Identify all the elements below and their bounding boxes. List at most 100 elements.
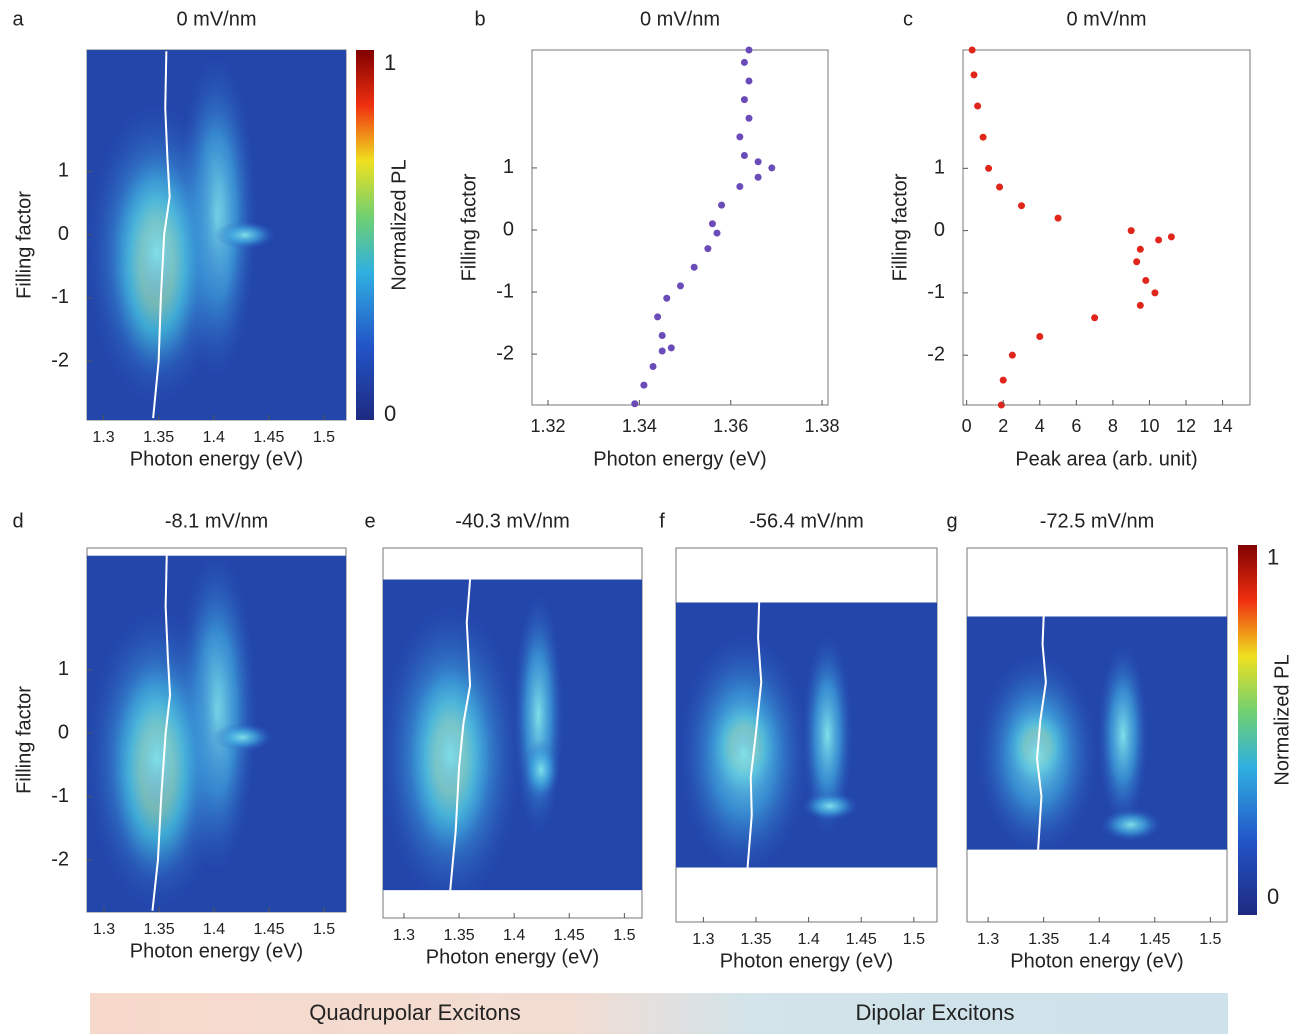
panel-label: b (474, 8, 485, 30)
data-point (1017, 202, 1025, 210)
x-tick-label: 1.4 (203, 921, 225, 938)
x-tick-label: 6 (1071, 416, 1081, 436)
data-point (708, 220, 716, 228)
colorbar (1238, 545, 1257, 915)
x-tick-label: 1.34 (622, 416, 657, 436)
x-tick-label: 8 (1108, 416, 1118, 436)
data-point (968, 46, 976, 54)
x-tick-label: 1.35 (143, 429, 174, 446)
x-tick-label: 1.35 (143, 921, 174, 938)
peak-trace (746, 602, 763, 868)
x-tick-label: 1.36 (713, 416, 748, 436)
data-point (1167, 233, 1175, 241)
data-point (663, 294, 671, 302)
data-point (996, 183, 1004, 191)
data-point (713, 229, 721, 237)
x-tick-label: 1.3 (93, 921, 115, 938)
panel-label: f (659, 510, 665, 532)
x-tick-label: 1.45 (554, 927, 585, 944)
data-point (740, 152, 748, 160)
x-tick-label: 1.38 (805, 416, 840, 436)
x-tick-label: 1.4 (503, 927, 525, 944)
data-point (999, 376, 1007, 384)
intensity-blob (678, 633, 809, 868)
colorbar-tick-label: 1 (1267, 544, 1279, 569)
x-tick-label: 1.4 (797, 931, 819, 948)
chart-title: -56.4 mV/nm (749, 510, 863, 532)
heatmap (87, 555, 346, 912)
x-tick-label: 1.32 (530, 416, 565, 436)
colorbar-tick-label: 1 (384, 50, 396, 75)
heatmap (967, 616, 1227, 850)
x-tick-label: 2 (998, 416, 1008, 436)
intensity-blob (87, 609, 227, 910)
footer-left: Quadrupolar Excitons (309, 1000, 521, 1025)
data-point (718, 201, 726, 209)
x-tick-label: 1.3 (977, 931, 999, 948)
data-point (754, 173, 762, 181)
data-point (736, 133, 744, 141)
data-point (740, 96, 748, 104)
data-point (704, 245, 712, 253)
intensity-blob (1100, 808, 1161, 841)
x-tick-label: 4 (1035, 416, 1045, 436)
x-axis-label: Photon energy (eV) (720, 950, 893, 972)
data-point (658, 347, 666, 355)
x-axis-label: Photon energy (eV) (1010, 950, 1183, 972)
x-axis-label: Peak area (arb. unit) (1015, 448, 1197, 470)
data-point (745, 114, 753, 122)
x-tick-label: 0 (962, 416, 972, 436)
footer-right: Dipolar Excitons (856, 1000, 1015, 1025)
panel-label: e (364, 510, 375, 532)
chart-title: 0 mV/nm (640, 8, 720, 30)
data-point (1133, 258, 1141, 266)
y-tick-label: 0 (58, 721, 69, 743)
heatmap (87, 50, 346, 420)
data-point (745, 77, 753, 85)
x-tick-label: 1.45 (1139, 931, 1170, 948)
colorbar-label: Normalized PL (1271, 654, 1293, 785)
data-point (985, 164, 993, 172)
y-axis-label: Filling factor (458, 173, 480, 281)
data-point (1142, 276, 1150, 284)
data-point (1136, 301, 1144, 309)
data-point (768, 164, 776, 172)
peak-trace (449, 579, 472, 891)
data-point (970, 71, 978, 79)
y-axis-label: Filling factor (13, 191, 35, 299)
y-axis-label: Filling factor (889, 173, 911, 281)
data-point (740, 58, 748, 66)
y-tick-label: -2 (927, 343, 945, 365)
data-point (631, 400, 639, 408)
data-point (1036, 332, 1044, 340)
heatmap (676, 602, 937, 868)
peak-trace (151, 555, 172, 911)
panel-label: g (946, 510, 957, 532)
data-point (1155, 236, 1163, 244)
chart-title: 0 mV/nm (176, 8, 256, 30)
panel-label: d (12, 510, 23, 532)
plot-frame (531, 49, 829, 406)
y-tick-label: 0 (503, 218, 514, 240)
data-point (640, 381, 648, 389)
peak-trace (152, 51, 171, 419)
chart-title: -40.3 mV/nm (455, 510, 569, 532)
x-tick-label: 1.5 (313, 429, 335, 446)
colorbar (356, 50, 374, 420)
x-tick-label: 1.35 (443, 927, 474, 944)
y-tick-label: -1 (51, 785, 69, 807)
data-point (654, 313, 662, 321)
x-tick-label: 1.3 (92, 429, 114, 446)
data-point (658, 331, 666, 339)
intensity-blob (214, 221, 275, 249)
x-tick-label: 10 (1139, 416, 1159, 436)
x-tick-label: 1.5 (903, 931, 925, 948)
x-axis-label: Photon energy (eV) (130, 448, 303, 470)
x-tick-label: 1.4 (1088, 931, 1110, 948)
data-point (1008, 351, 1016, 359)
intensity-blob (802, 635, 853, 835)
plot-frame (962, 49, 1251, 406)
y-tick-label: 1 (934, 157, 945, 179)
data-point (736, 183, 744, 191)
